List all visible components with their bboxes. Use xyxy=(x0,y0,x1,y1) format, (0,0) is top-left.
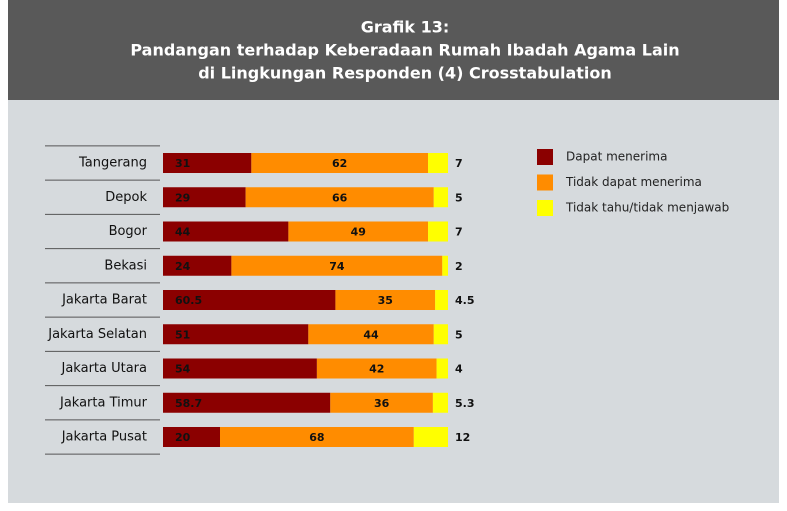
category-label: Depok xyxy=(105,190,147,205)
bar-segment xyxy=(330,392,433,413)
value-label: 7 xyxy=(455,226,463,239)
bar-segment xyxy=(428,153,448,173)
category-label: Jakarta Timur xyxy=(59,395,148,410)
bar-segment xyxy=(163,392,331,413)
bar-segment xyxy=(163,187,246,208)
bar-segment xyxy=(428,221,448,242)
legend-swatch xyxy=(537,149,553,165)
value-label: 35 xyxy=(378,294,393,307)
value-label: 44 xyxy=(363,328,379,341)
bar-segment xyxy=(442,255,448,276)
bar-segment xyxy=(163,427,220,447)
value-label: 42 xyxy=(369,363,384,376)
bar-segment xyxy=(251,153,429,173)
value-label: 12 xyxy=(455,431,470,444)
bar-segment xyxy=(245,187,434,208)
bar-segment xyxy=(413,427,448,447)
bar-segment xyxy=(436,358,448,379)
bar-segment xyxy=(288,221,429,242)
value-label: 4 xyxy=(455,363,463,376)
bar-segment xyxy=(231,255,443,276)
category-label: Bekasi xyxy=(104,258,147,273)
bar-segment xyxy=(433,324,448,345)
value-label: 20 xyxy=(175,431,191,444)
value-label: 51 xyxy=(175,328,190,341)
bar-segment xyxy=(432,392,448,413)
category-label: Jakarta Selatan xyxy=(47,327,147,342)
chart-title: Grafik 13: xyxy=(361,18,450,37)
value-label: 31 xyxy=(175,157,190,170)
value-label: 24 xyxy=(175,260,191,273)
value-label: 4.5 xyxy=(455,294,475,307)
value-label: 5 xyxy=(455,191,463,204)
category-label: Tangerang xyxy=(78,156,147,171)
bar-segment xyxy=(163,255,232,276)
category-label: Jakarta Barat xyxy=(61,293,147,308)
legend-swatch xyxy=(537,200,553,216)
value-label: 58.7 xyxy=(175,397,202,410)
value-label: 49 xyxy=(351,226,366,239)
bar-segment xyxy=(308,324,434,345)
legend-swatch xyxy=(537,174,553,191)
legend-label: Tidak tahu/tidak menjawab xyxy=(565,201,729,215)
bar-segment xyxy=(163,324,309,345)
value-label: 7 xyxy=(455,157,463,170)
category-label: Jakarta Utara xyxy=(61,361,148,376)
bar-segment xyxy=(433,187,448,208)
value-label: 5 xyxy=(455,328,463,341)
bar-segment xyxy=(163,153,252,173)
value-label: 74 xyxy=(329,260,345,273)
value-label: 44 xyxy=(175,226,191,239)
value-label: 5.3 xyxy=(455,397,475,410)
value-label: 54 xyxy=(175,363,191,376)
bar-segment xyxy=(316,358,437,379)
legend-label: Tidak dapat menerima xyxy=(565,175,702,189)
chart-title: di Lingkungan Responden (4) Crosstabulat… xyxy=(198,64,612,83)
value-label: 62 xyxy=(332,157,347,170)
value-label: 66 xyxy=(332,191,348,204)
bar-segment xyxy=(163,221,289,242)
bar-segment xyxy=(163,290,336,310)
category-label: Jakarta Pusat xyxy=(61,430,147,445)
category-label: Bogor xyxy=(109,224,148,239)
bar-segment xyxy=(163,358,317,379)
header-band xyxy=(8,0,779,100)
legend-label: Dapat menerima xyxy=(566,150,667,164)
value-label: 68 xyxy=(309,431,324,444)
value-label: 60.5 xyxy=(175,294,202,307)
bar-segment xyxy=(435,290,448,310)
value-label: 2 xyxy=(455,260,463,273)
bar-segment xyxy=(335,290,436,310)
value-label: 36 xyxy=(374,397,390,410)
bar-segment xyxy=(220,427,414,447)
chart-title: Pandangan terhadap Keberadaan Rumah Ibad… xyxy=(130,41,679,60)
value-label: 29 xyxy=(175,191,190,204)
